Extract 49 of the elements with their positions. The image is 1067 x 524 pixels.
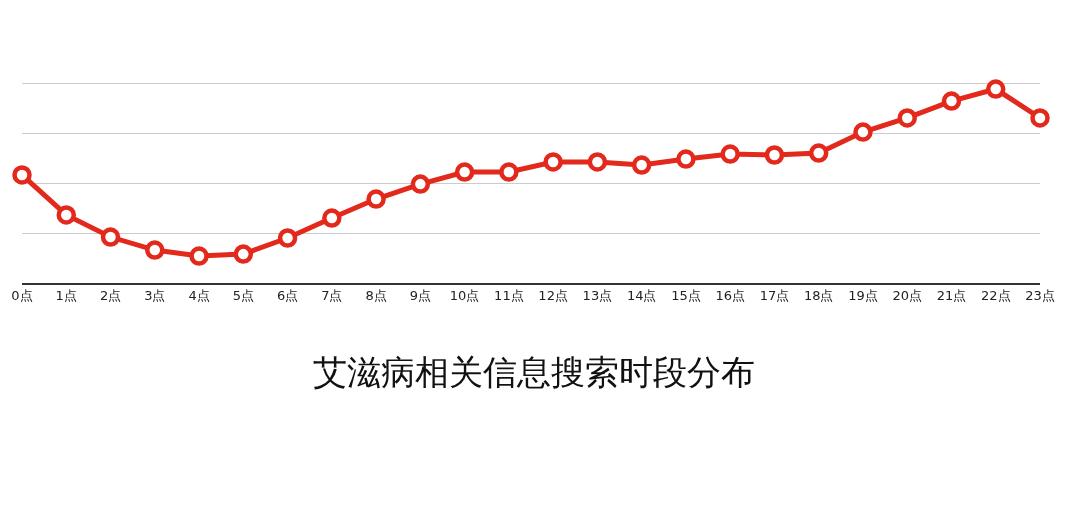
- x-tick-label: 18点: [803, 288, 834, 304]
- point: [543, 152, 563, 172]
- x-tick-label: 12点: [538, 288, 568, 304]
- x-tick-label: 6点: [276, 288, 299, 304]
- point: [808, 143, 829, 163]
- point: [1030, 108, 1050, 128]
- point: [676, 149, 696, 169]
- x-tick-label: 17点: [759, 288, 790, 304]
- x-tick-label: 7点: [321, 288, 343, 304]
- x-tick-label: 11点: [494, 288, 524, 304]
- x-tick-label: 2点: [99, 288, 122, 304]
- point: [720, 144, 740, 164]
- x-tick-label: 0点: [11, 288, 33, 304]
- x-tick-label: 16点: [715, 288, 745, 304]
- x-tick-label: 4点: [188, 288, 210, 304]
- point: [410, 174, 431, 194]
- x-tick-label: 20点: [892, 288, 922, 304]
- point: [897, 108, 917, 128]
- point: [764, 145, 785, 165]
- x-tick-label: 3点: [144, 288, 166, 304]
- x-tick-label: 15点: [671, 288, 701, 304]
- point: [941, 91, 962, 111]
- point: [853, 122, 873, 142]
- point: [56, 205, 77, 225]
- x-tick-label: 8点: [365, 288, 387, 304]
- point: [499, 162, 519, 182]
- point: [100, 227, 121, 247]
- point: [631, 155, 652, 175]
- x-tick-label: 13点: [582, 288, 613, 304]
- text: 艾滋病相关信息搜索时段分布: [312, 351, 755, 392]
- x-tick-label: 23点: [1025, 288, 1055, 304]
- x-tick-label: 14点: [626, 288, 657, 304]
- x-tick-label: 9点: [409, 288, 431, 304]
- point: [454, 162, 475, 182]
- point: [189, 246, 209, 266]
- x-tick-label: 22点: [980, 288, 1011, 304]
- x-tick-label: 21点: [936, 288, 967, 304]
- point: [587, 152, 608, 172]
- point: [322, 208, 342, 228]
- point: [986, 79, 1006, 99]
- x-tick-label: 1点: [55, 288, 77, 304]
- point: [145, 240, 165, 260]
- point: [12, 165, 32, 185]
- point: [233, 244, 254, 264]
- point: [277, 228, 298, 248]
- x-tick-label: 19点: [848, 288, 878, 304]
- x-tick-label: 5点: [232, 288, 254, 304]
- point: [366, 189, 386, 209]
- x-tick-label: 10点: [449, 288, 480, 304]
